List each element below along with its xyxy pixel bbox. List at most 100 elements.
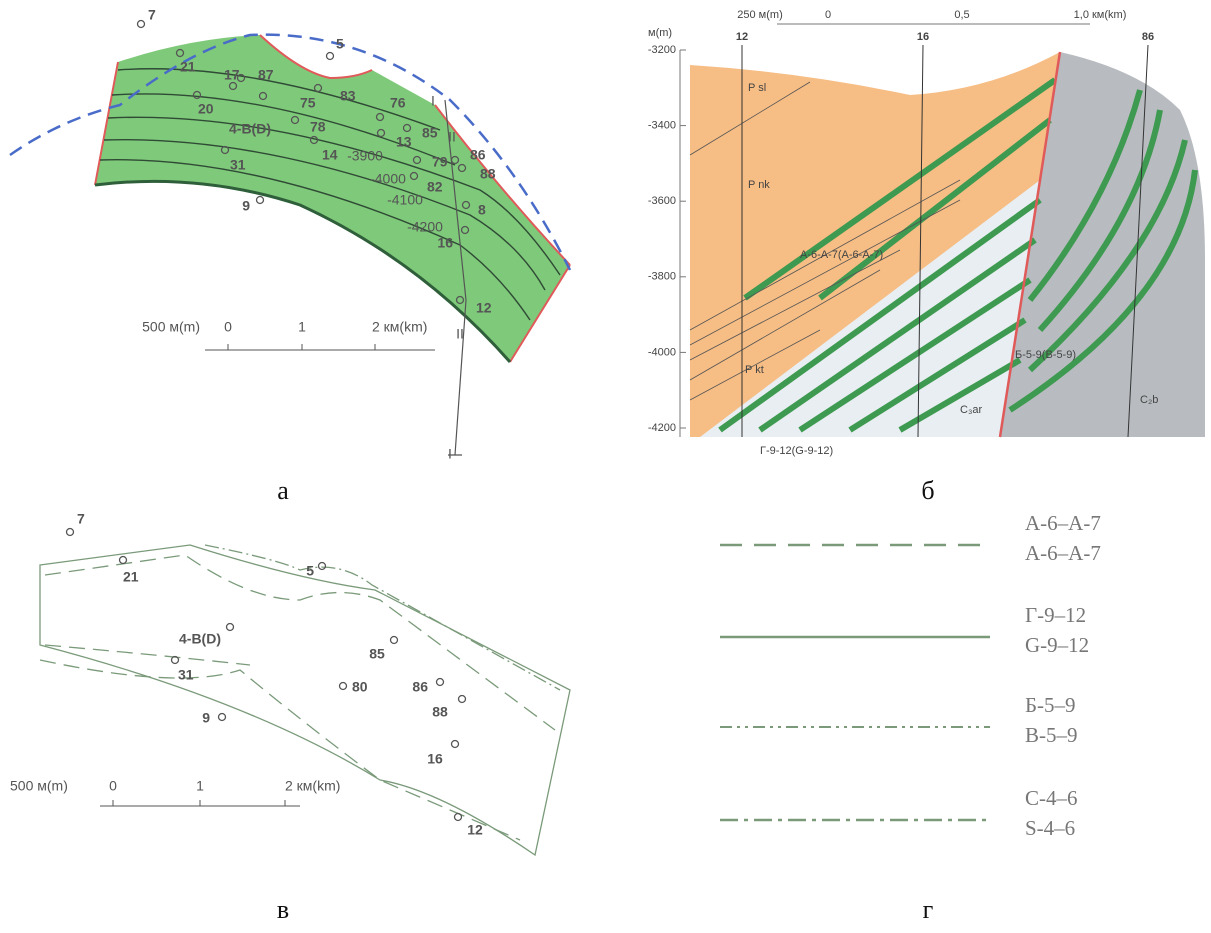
field-area [95,35,570,362]
legend-label: B-5–9 [1025,723,1078,747]
layer-label: P kt [745,364,764,376]
y-tick-label: -4000 [648,346,676,358]
well-label: 16 [427,751,443,767]
well-label: 21 [180,59,196,75]
well-marker [457,694,467,704]
scale-bar [205,344,435,351]
well-label: 4-B(D) [179,631,221,647]
well-label: 14 [322,147,338,163]
well-marker [217,712,227,722]
well-marker [409,171,419,181]
axis-unit: м(m) [648,27,672,39]
well-marker [255,195,265,205]
caption: г [923,895,934,924]
caption: а [277,476,289,505]
y-tick-label: -3400 [648,120,676,132]
well-marker [376,128,386,138]
well-label: 88 [480,166,496,182]
well-label: 4-B(D) [229,121,271,137]
well-label: 80 [352,679,368,695]
y-tick-label: -3200 [648,44,676,56]
scale-label: 500 м(m) [10,778,68,794]
well-label: 9 [242,198,250,214]
well-marker [136,19,146,29]
layer-label: C₃ar [960,404,983,416]
contour-label: -4100 [387,192,423,208]
scale-label: 2 км(km) [285,778,340,794]
legend-label: Б-5–9 [1025,693,1076,717]
scale-label: 2 км(km) [372,319,427,335]
well-marker [290,115,300,125]
axis [679,23,1090,437]
well-label: 31 [178,667,194,683]
well-label: 7 [77,511,85,527]
layer-label: Г-9-12(G-9-12) [760,445,833,457]
well-label: 86 [412,679,428,695]
well-marker [192,90,202,100]
well-marker [228,81,238,91]
legend-label: Г-9–12 [1025,603,1086,627]
contour-label: -4000 [370,171,406,187]
well-marker [457,163,467,173]
well-label: 13 [396,134,412,150]
well-marker [389,635,399,645]
well-label: 16 [917,31,929,43]
legend-label: G-9–12 [1025,633,1089,657]
well-marker [412,155,422,165]
scale-bar [100,800,300,807]
scale-label: 500 м(m) [142,319,200,335]
well-label: 17 [224,67,240,83]
fault-red [998,51,1062,438]
dashdot-line [204,544,561,691]
well-label: 86 [1142,31,1154,43]
section-label: I [431,93,435,109]
well-label: 12 [476,300,492,316]
fault-red [94,34,571,363]
well-marker [455,295,465,305]
legend-label: S-4–6 [1025,816,1075,840]
section-label: II [448,129,456,145]
scale-label: 0 [825,9,831,21]
well-label: 31 [230,157,246,173]
y-tick-label: -4200 [648,422,676,434]
well-marker [258,91,268,101]
dashed-line [39,554,556,841]
contours [99,68,561,321]
well-marker [225,622,235,632]
panel-c-map [39,544,571,857]
layer-label: А-6-А-7(A-6-A-7) [800,249,883,261]
scale-label: 1,0 км(km) [1074,9,1127,21]
scale-label: 1 [196,778,204,794]
y-tick-label: -3800 [648,271,676,283]
well-marker [450,739,460,749]
fault-line [9,33,572,271]
well-label: 16 [437,235,453,251]
well-label: 9 [202,710,210,726]
outline [39,544,571,857]
well-label: 78 [310,119,326,135]
caption: в [277,895,289,924]
well-label: 8 [478,202,486,218]
scale-label: 1 [298,319,306,335]
well-marker [450,155,460,165]
thin-lines [689,81,961,401]
legend-label: С-4–6 [1025,786,1078,810]
legend-label: A-6–A-7 [1025,541,1101,565]
panel-b-section [679,23,1205,438]
well-label: 12 [736,31,748,43]
well-marker [435,677,445,687]
layer-label: P nk [748,179,770,191]
contour-label: -3900 [347,148,383,164]
well-label: 20 [198,101,214,117]
y-tick-label: -3600 [648,195,676,207]
scale-label: 0 [109,778,117,794]
scale-label: 0,5 [954,9,969,21]
well-marker [325,51,335,61]
layer-label: Б-5-9(B-5-9) [1015,349,1076,361]
section-line [444,99,467,456]
boundary [94,179,512,363]
well-marker [170,655,180,665]
well-marker [453,812,463,822]
well-label: 87 [258,67,274,83]
